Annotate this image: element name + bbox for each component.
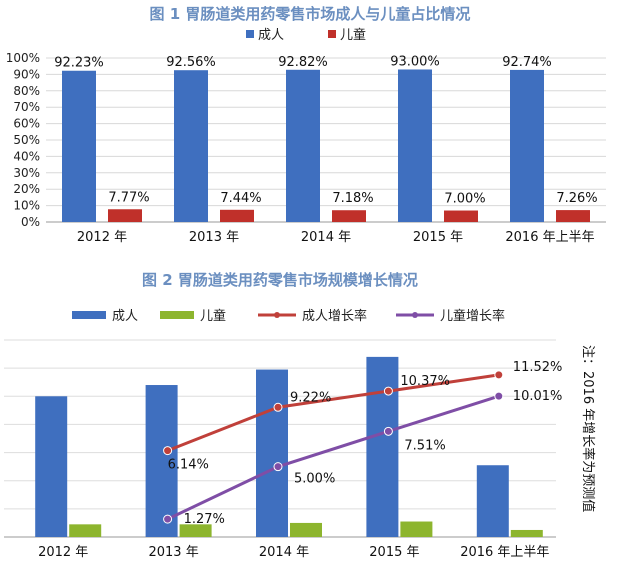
chart1-y-axis: 0% 10% 20% 30% 40% 50% 60% 70% 80% 90% 100%: [6, 51, 40, 229]
chart1-legend-label-adult: 成人: [258, 28, 284, 43]
chart1-x-tick-label: 2013 年: [189, 230, 239, 245]
chart2-bar-adult: [35, 396, 68, 537]
chart2-legend: 成人 儿童 成人增长率 儿童增长率: [72, 308, 505, 324]
chart2-legend-label-adult-growth: 成人增长率: [302, 308, 367, 324]
chart2-x-tick-label: 2016 年上半年: [460, 545, 549, 560]
chart2: 图 2 胃肠道类用药零售市场规模增长情况 成人 儿童 成人增长率 儿童增长率 6…: [4, 271, 596, 560]
chart2-x-tick-label: 2012 年: [38, 545, 88, 560]
chart2-line-adult-growth: [167, 373, 500, 452]
chart2-point-child-growth: [494, 391, 504, 401]
chart2-bar-adult: [145, 385, 178, 537]
chart2-legend-label-child-growth: 儿童增长率: [440, 308, 505, 324]
chart1-y-tick-label: 50%: [13, 133, 40, 147]
chart1-label-child: 7.77%: [108, 190, 149, 205]
chart1-x-tick-label: 2012 年: [77, 230, 127, 245]
chart2-legend-marker-child: [412, 312, 418, 318]
chart2-point-child-growth: [383, 426, 393, 436]
chart2-point-child-growth: [163, 514, 173, 524]
chart1-label-adult: 92.74%: [502, 55, 552, 70]
chart1: 图 1 胃肠道类用药零售市场成人与儿童占比情况 成人 儿童 0% 10% 20% 30…: [6, 5, 606, 245]
chart1-y-tick-label: 90%: [13, 67, 40, 81]
chart1-label-child: 7.26%: [556, 191, 597, 206]
chart1-y-tick-label: 40%: [13, 149, 40, 163]
chart2-label-child-growth: 7.51%: [404, 438, 445, 453]
chart2-x-tick-label: 2014 年: [259, 545, 309, 560]
chart2-label-adult-growth: 11.52%: [513, 360, 563, 375]
chart2-label-child-growth: 1.27%: [184, 512, 225, 527]
chart1-y-tick-label: 10%: [13, 199, 40, 213]
chart1-y-tick-label: 80%: [13, 84, 40, 98]
chart2-bar-adult: [256, 369, 288, 537]
chart2-x-tick-label: 2015 年: [369, 545, 419, 560]
chart1-label-adult: 93.00%: [390, 54, 440, 69]
chart1-label-adult: 92.82%: [278, 55, 328, 70]
chart2-legend-label-adult: 成人: [112, 309, 138, 324]
chart1-y-tick-label: 0%: [21, 215, 40, 229]
chart2-title: 图 2 胃肠道类用药零售市场规模增长情况: [142, 271, 418, 289]
chart1-bar-child: [108, 209, 142, 222]
chart1-title: 图 1 胃肠道类用药零售市场成人与儿童占比情况: [150, 5, 471, 23]
chart2-bar-child: [400, 521, 433, 537]
chart2-point-adult-growth: [163, 446, 173, 456]
chart2-label-child-growth: 10.01%: [513, 389, 563, 404]
chart1-label-adult: 92.23%: [54, 56, 104, 71]
chart2-legend-swatch-adult: [72, 311, 106, 319]
chart1-x-tick-label: 2015 年: [413, 230, 463, 245]
chart1-bar-adult: [286, 69, 320, 222]
chart2-legend-marker-adult: [274, 312, 280, 318]
chart1-legend: 成人 儿童: [246, 27, 366, 43]
chart1-y-tick-label: 100%: [6, 51, 40, 65]
chart2-bars: [35, 356, 543, 537]
chart1-bar-child: [556, 210, 590, 222]
chart2-legend-label-child: 儿童: [200, 308, 226, 324]
chart1-legend-label-child: 儿童: [340, 27, 366, 43]
chart1-bar-adult: [398, 69, 432, 222]
chart1-bar-child: [444, 210, 478, 222]
chart2-data-labels: 6.14% 9.22% 10.37% 11.52% 1.27% 5.00% 7.51% 10.…: [168, 360, 563, 527]
chart2-legend-swatch-child: [160, 311, 194, 319]
chart2-point-adult-growth: [494, 370, 504, 380]
chart2-bar-adult: [366, 356, 399, 537]
chart2-point-adult-growth: [383, 386, 393, 396]
chart1-bars: [62, 69, 590, 222]
chart1-label-adult: 92.56%: [166, 55, 216, 70]
chart2-bar-child: [290, 522, 322, 537]
chart1-x-tick-label: 2014 年: [301, 230, 351, 245]
chart1-label-child: 7.18%: [332, 191, 373, 206]
chart1-bar-child: [332, 210, 366, 222]
chart1-bar-child: [220, 209, 254, 222]
chart2-x-axis: 2012 年 2013 年 2014 年 2015 年 2016 年上半年: [38, 545, 549, 560]
chart1-bar-adult: [174, 70, 208, 222]
chart1-y-tick-label: 60%: [13, 117, 40, 131]
chart2-label-child-growth: 5.00%: [294, 472, 335, 487]
chart2-bar-child: [179, 524, 212, 537]
chart2-bar-child: [510, 529, 543, 537]
chart2-x-tick-label: 2013 年: [148, 545, 198, 560]
chart2-point-adult-growth: [273, 402, 283, 412]
chart2-bar-adult: [476, 465, 509, 537]
chart2-note: 注：2016 年增长率为预测值: [580, 345, 596, 512]
chart1-legend-swatch-child: [328, 30, 336, 38]
chart1-label-child: 7.44%: [220, 191, 261, 206]
chart2-label-adult-growth: 6.14%: [168, 458, 209, 473]
chart1-legend-swatch-adult: [246, 30, 254, 38]
chart1-data-labels: 92.23% 7.77% 92.56% 7.44% 92.82% 7.18% 93.00% 7…: [54, 54, 597, 206]
chart2-bar-child: [69, 524, 102, 537]
chart2-label-adult-growth: 10.37%: [400, 374, 450, 389]
chart1-bar-adult: [510, 69, 544, 222]
chart1-y-tick-label: 20%: [13, 182, 40, 196]
chart1-bar-adult: [62, 70, 96, 222]
chart2-line-child-growth: [166, 394, 500, 521]
chart1-x-axis: 2012 年 2013 年 2014 年 2015 年 2016 年上半年: [77, 230, 595, 245]
chart2-label-adult-growth: 9.22%: [290, 390, 331, 405]
chart2-lines: [163, 370, 504, 524]
chart1-y-tick-label: 70%: [13, 100, 40, 114]
chart2-point-child-growth: [273, 462, 283, 472]
chart1-x-tick-label: 2016 年上半年: [505, 230, 594, 245]
chart1-label-child: 7.00%: [444, 192, 485, 207]
chart1-y-tick-label: 30%: [13, 166, 40, 180]
